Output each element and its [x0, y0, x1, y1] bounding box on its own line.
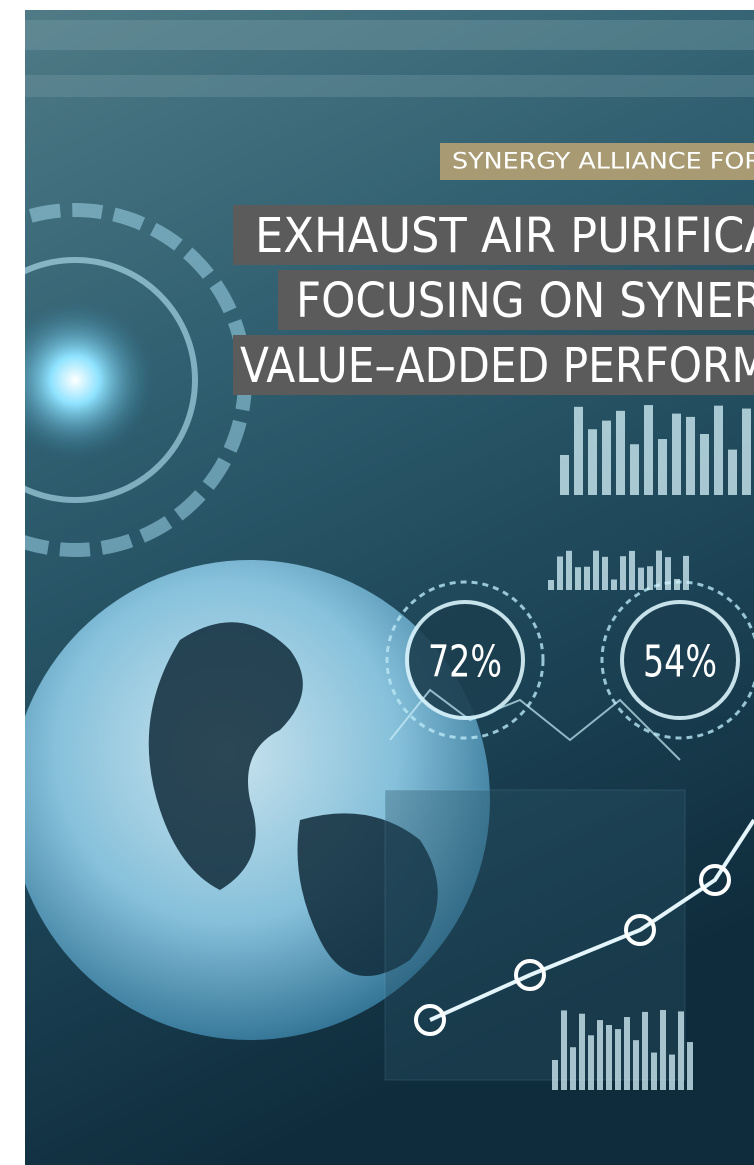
decorative-bar — [700, 434, 709, 495]
title-line: EXHAUST AIR PURIFICA — [255, 208, 754, 264]
decorative-bar — [638, 568, 644, 590]
decorative-bar — [570, 1047, 576, 1090]
decorative-bar — [611, 579, 617, 590]
decorative-bar — [575, 567, 581, 590]
decorative-bar — [548, 580, 554, 590]
decoration — [25, 20, 754, 50]
decorative-bar — [588, 429, 597, 495]
decorative-bar — [616, 411, 625, 495]
decorative-bar — [687, 1042, 693, 1090]
decoration — [385, 790, 685, 1080]
title-line: VALUE–ADDED PERFORM — [240, 338, 754, 394]
decorative-bar — [728, 450, 737, 495]
decorative-bar — [658, 439, 667, 495]
decorative-bar — [714, 406, 723, 495]
decorative-bar — [642, 1012, 648, 1090]
decorative-bar — [597, 1020, 603, 1090]
decorative-bar — [584, 567, 590, 590]
kicker: SYNERGY ALLIANCE FOR — [452, 150, 754, 175]
decorative-bar — [588, 1035, 594, 1090]
decorative-bar — [660, 1010, 666, 1090]
decorative-bar — [683, 556, 689, 590]
decoration — [25, 75, 754, 97]
decorative-bar — [566, 551, 572, 590]
decorative-bar — [579, 1014, 585, 1090]
decorative-bar — [656, 551, 662, 590]
decorative-bar — [665, 557, 671, 590]
decorative-bar — [615, 1029, 621, 1090]
decorative-bar — [742, 409, 751, 495]
decorative-bar — [629, 551, 635, 590]
gauge-label: 54% — [643, 637, 717, 688]
decorative-bar — [557, 557, 563, 590]
title-line: FOCUSING ON SYNER — [296, 273, 754, 329]
decorative-bar — [678, 1011, 684, 1090]
decorative-bar — [574, 407, 583, 495]
decorative-bar — [672, 414, 681, 495]
cover-image: SYNERGY ALLIANCE FOR EXHAUST AIR PURIFIC… — [25, 10, 754, 1165]
decorative-bar — [561, 1010, 567, 1090]
decorative-bar — [602, 421, 611, 495]
decorative-bar — [644, 405, 653, 495]
decorative-bar — [633, 1040, 639, 1090]
decorative-bar — [606, 1025, 612, 1090]
decorative-bar — [624, 1017, 630, 1090]
decorative-bar — [593, 551, 599, 590]
gauge-label: 72% — [428, 637, 502, 688]
decorative-bar — [651, 1053, 657, 1090]
decorative-bar — [674, 579, 680, 590]
decorative-bar — [630, 444, 639, 495]
decorative-bar — [560, 455, 569, 495]
decorative-bar — [620, 556, 626, 590]
decorative-bar — [686, 417, 695, 495]
decorative-bar — [647, 566, 653, 590]
decorative-bar — [669, 1055, 675, 1090]
decorative-bar — [552, 1060, 558, 1090]
page: {"header": {"kicker": "SYNERGY ALLIANCE … — [0, 0, 754, 1165]
decorative-bar — [602, 557, 608, 590]
